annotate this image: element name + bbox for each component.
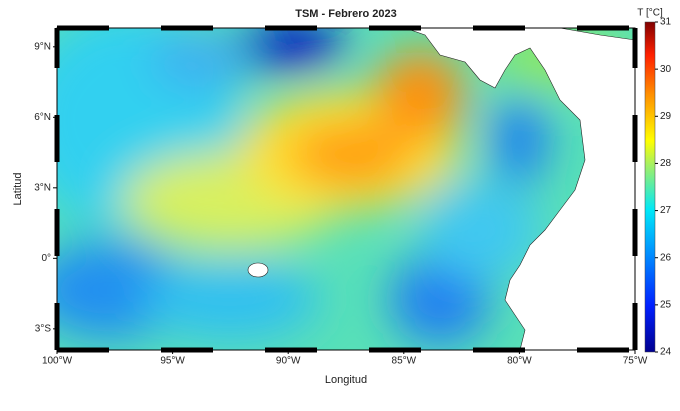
colorbar-tick-label: 25	[660, 299, 672, 310]
y-tick-label: 0°	[41, 253, 51, 264]
y-tick-label: 3°N	[34, 182, 51, 193]
galapagos	[247, 262, 269, 278]
colorbar-tick-label: 28	[660, 158, 672, 169]
colorbar-tick-label: 24	[660, 347, 672, 358]
colorbar-tick-label: 26	[660, 252, 672, 263]
x-tick-label: 80°W	[507, 356, 532, 367]
title: TSM - Febrero 2023	[295, 8, 396, 20]
colorbar	[644, 21, 656, 353]
land	[404, 28, 635, 350]
colorbar-tick-label: 29	[660, 111, 672, 122]
x-tick-label: 85°W	[392, 356, 417, 367]
x-tick-label: 75°W	[623, 356, 648, 367]
y-tick-label: 9°N	[34, 41, 51, 52]
x-tick-label: 90°W	[276, 356, 301, 367]
colorbar-label: T [°C]	[637, 8, 663, 19]
colorbar-tick-label: 31	[660, 17, 672, 28]
x-axis-label: Longitud	[325, 374, 367, 386]
y-axis-label: Latitud	[12, 172, 24, 205]
colorbar-tick-label: 30	[660, 64, 672, 75]
y-tick-label: 6°N	[34, 112, 51, 123]
colorbar-tick-label: 27	[660, 205, 672, 216]
x-tick-label: 95°W	[160, 356, 185, 367]
map-frame	[54, 25, 638, 353]
y-tick-label: 3°S	[35, 323, 52, 334]
sst-field	[57, 28, 635, 350]
x-tick-label: 100°W	[42, 356, 73, 367]
